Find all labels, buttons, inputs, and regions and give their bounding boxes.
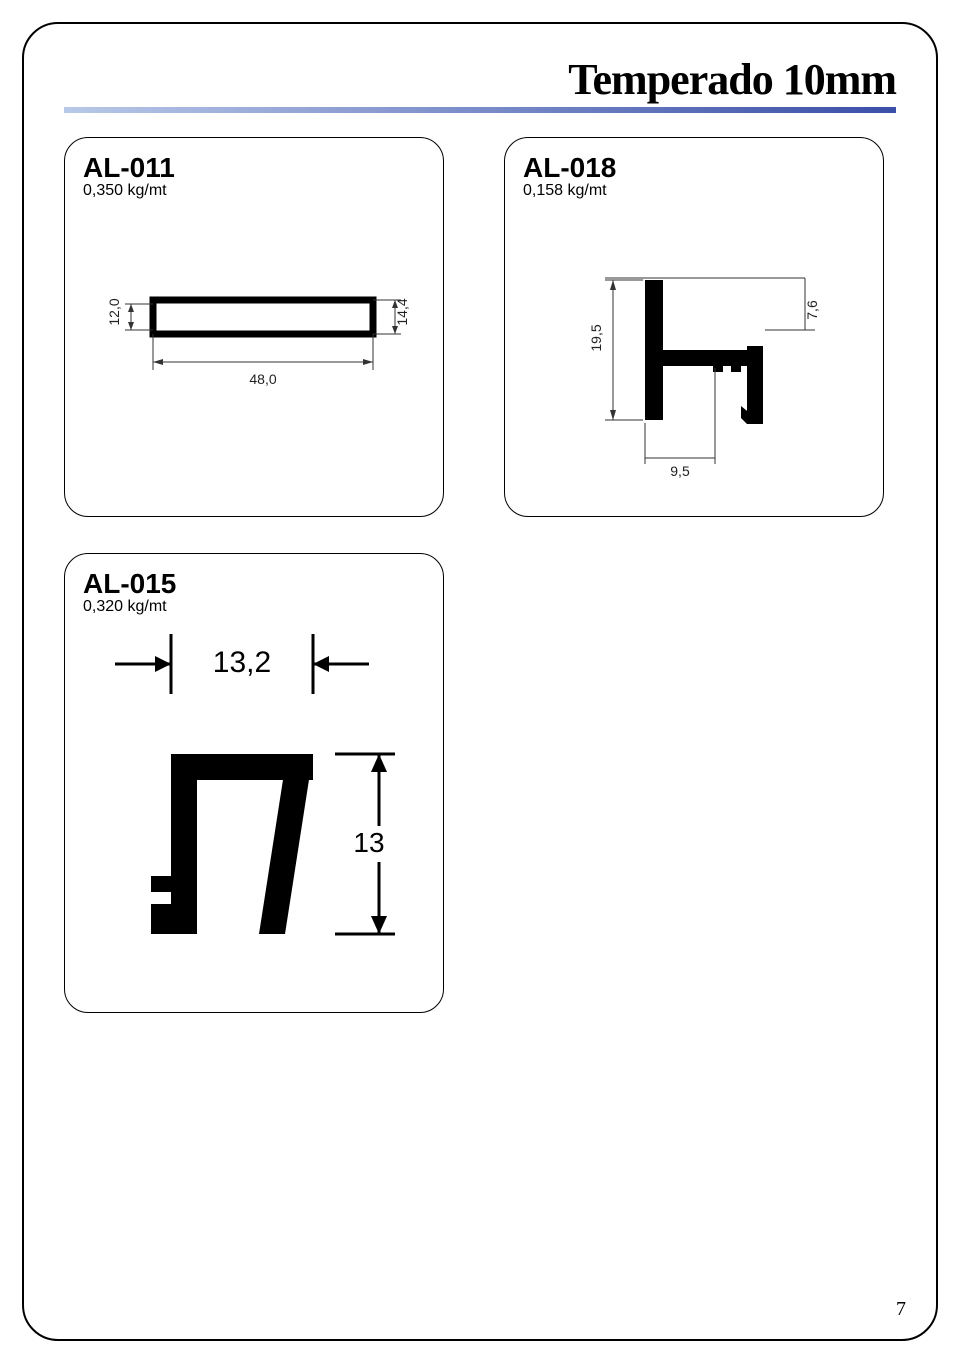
- profile-shape-al015: [151, 754, 313, 934]
- page-frame: Temperado 10mm AL-011 0,350 kg/mt: [22, 22, 938, 1341]
- dim-right-13: 13: [335, 754, 395, 934]
- drawing-svg-al011: 12,0 14,4: [83, 278, 427, 438]
- dim-left-12: 12,0: [106, 298, 153, 330]
- profile-card-al018: AL-018 0,158 kg/mt: [504, 137, 884, 517]
- profile-weight: 0,350 kg/mt: [83, 182, 425, 200]
- dim-value-7: 7,6: [804, 300, 820, 320]
- dim-right-14: 14,4: [373, 298, 410, 334]
- dim-value-13-2: 13,2: [213, 646, 271, 679]
- cards-container: AL-011 0,350 kg/mt 12,0: [64, 137, 896, 1013]
- profile-weight: 0,320 kg/mt: [83, 598, 425, 616]
- header-rule: [64, 107, 896, 113]
- dim-top-13-2: 13,2: [115, 634, 369, 694]
- profile-code: AL-015: [83, 568, 425, 600]
- profile-drawing-al011: 12,0 14,4: [83, 278, 427, 438]
- drawing-svg-al015: 13,2: [95, 624, 415, 984]
- drawing-svg-al018: 19,5 7,6 9,5: [555, 258, 855, 498]
- dim-value-14: 14,4: [394, 298, 410, 325]
- profile-weight: 0,158 kg/mt: [523, 182, 865, 200]
- dim-left-19: 19,5: [588, 280, 643, 420]
- dim-value-48: 48,0: [249, 371, 276, 387]
- dim-value-19: 19,5: [588, 324, 604, 351]
- profile-card-al011: AL-011 0,350 kg/mt 12,0: [64, 137, 444, 517]
- page-header: Temperado 10mm: [64, 54, 896, 113]
- dim-value-9: 9,5: [670, 463, 690, 479]
- profile-code: AL-011: [83, 152, 425, 184]
- dim-right-7: 7,6: [765, 280, 820, 330]
- profile-code: AL-018: [523, 152, 865, 184]
- profile-drawing-al018: 19,5 7,6 9,5: [555, 258, 855, 498]
- dim-value-12: 12,0: [106, 298, 122, 325]
- dim-bottom-48: 48,0: [153, 334, 373, 387]
- profile-drawing-al015: 13,2: [95, 624, 415, 984]
- page-number: 7: [896, 1298, 906, 1321]
- profile-card-al015: AL-015 0,320 kg/mt 13,2: [64, 553, 444, 1013]
- dim-value-13: 13: [353, 827, 384, 858]
- page-title: Temperado 10mm: [64, 54, 896, 105]
